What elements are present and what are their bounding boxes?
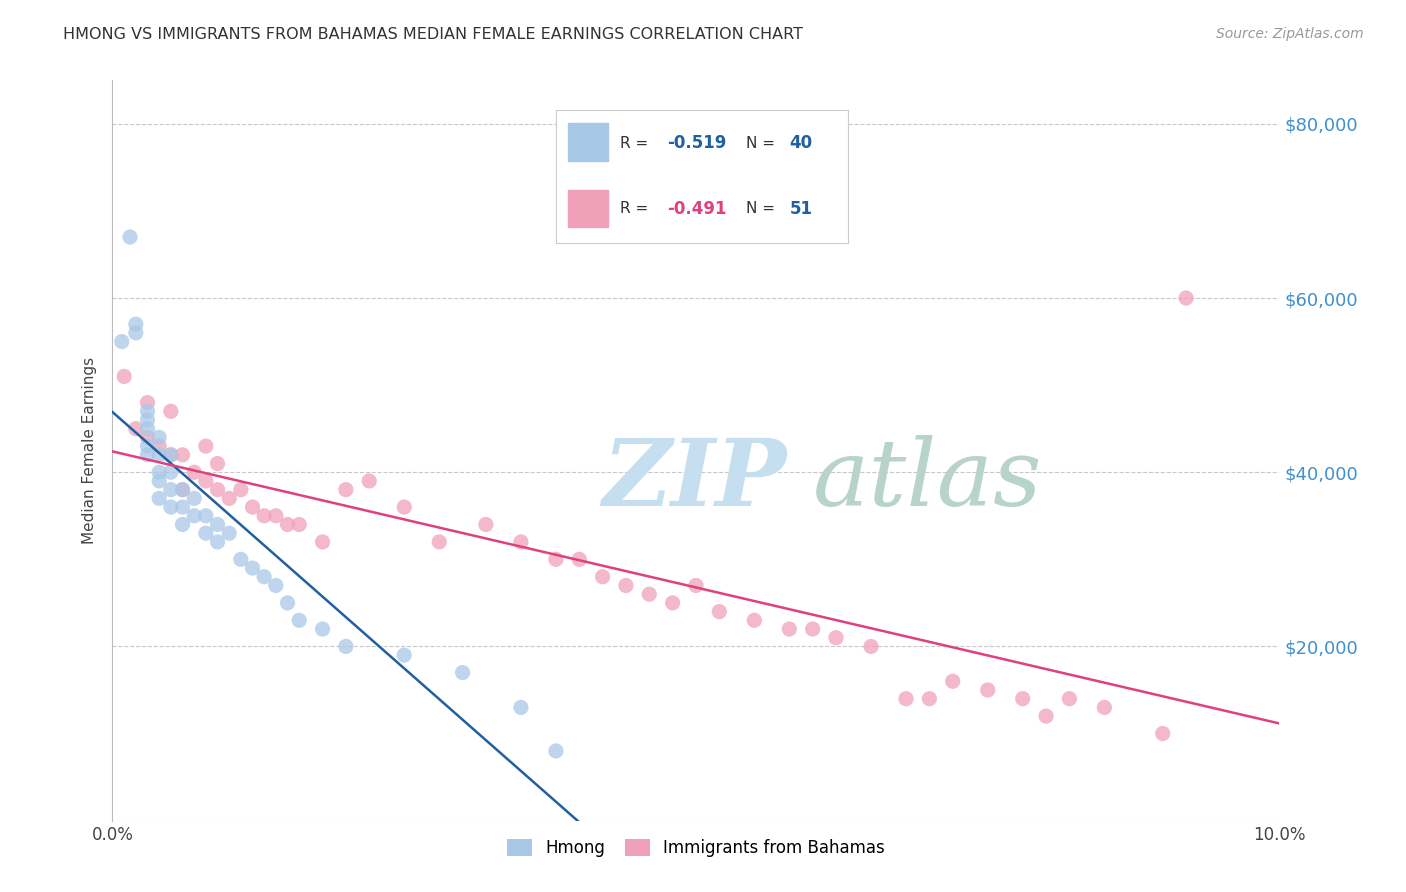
Point xyxy=(136,439,159,453)
Point xyxy=(172,517,194,532)
Point xyxy=(242,500,264,514)
Point xyxy=(148,491,170,506)
Point xyxy=(475,517,498,532)
Point xyxy=(160,465,183,479)
Point xyxy=(183,465,205,479)
Point xyxy=(207,535,229,549)
Point xyxy=(1035,709,1057,723)
Point xyxy=(264,508,287,523)
Point xyxy=(136,404,159,418)
Point xyxy=(638,587,661,601)
Point xyxy=(394,648,416,662)
Point xyxy=(207,457,229,471)
Point xyxy=(276,596,298,610)
Point xyxy=(709,605,731,619)
Point xyxy=(976,683,998,698)
Y-axis label: Median Female Earnings: Median Female Earnings xyxy=(82,357,97,544)
Text: ZIP: ZIP xyxy=(603,435,787,525)
Point xyxy=(253,570,276,584)
Point xyxy=(194,526,217,541)
Point xyxy=(172,448,194,462)
Point xyxy=(544,744,567,758)
Point xyxy=(136,448,159,462)
Point xyxy=(509,700,531,714)
Point xyxy=(509,535,531,549)
Point xyxy=(311,535,333,549)
Point xyxy=(148,430,170,444)
Point xyxy=(125,326,148,340)
Point xyxy=(194,508,217,523)
Point xyxy=(1059,691,1081,706)
Point xyxy=(118,230,141,244)
Point xyxy=(1011,691,1033,706)
Point xyxy=(544,552,567,566)
Point xyxy=(427,535,450,549)
Point xyxy=(148,465,170,479)
Point xyxy=(125,422,148,436)
Point xyxy=(172,483,194,497)
Point xyxy=(894,691,917,706)
Text: HMONG VS IMMIGRANTS FROM BAHAMAS MEDIAN FEMALE EARNINGS CORRELATION CHART: HMONG VS IMMIGRANTS FROM BAHAMAS MEDIAN … xyxy=(63,27,803,42)
Legend: Hmong, Immigrants from Bahamas: Hmong, Immigrants from Bahamas xyxy=(501,832,891,864)
Point xyxy=(136,430,159,444)
Point xyxy=(194,439,217,453)
Point xyxy=(125,317,148,331)
Point xyxy=(253,508,276,523)
Point xyxy=(160,448,183,462)
Point xyxy=(288,613,311,627)
Point xyxy=(614,578,637,592)
Point xyxy=(394,500,416,514)
Point xyxy=(335,640,357,654)
Point xyxy=(276,517,298,532)
Point xyxy=(136,395,159,409)
Point xyxy=(148,439,170,453)
Point xyxy=(160,448,183,462)
Point xyxy=(136,413,159,427)
Point xyxy=(359,474,381,488)
Point xyxy=(942,674,965,689)
Point xyxy=(183,491,205,506)
Point xyxy=(860,640,883,654)
Point xyxy=(172,483,194,497)
Point xyxy=(148,474,170,488)
Point xyxy=(778,622,800,636)
Point xyxy=(183,508,205,523)
Text: Source: ZipAtlas.com: Source: ZipAtlas.com xyxy=(1216,27,1364,41)
Point xyxy=(194,474,217,488)
Point xyxy=(112,369,135,384)
Point xyxy=(111,334,134,349)
Point xyxy=(242,561,264,575)
Point xyxy=(685,578,707,592)
Point xyxy=(825,631,848,645)
Point xyxy=(136,422,159,436)
Point xyxy=(218,526,240,541)
Point xyxy=(1175,291,1198,305)
Point xyxy=(160,500,183,514)
Point xyxy=(661,596,683,610)
Point xyxy=(568,552,591,566)
Text: atlas: atlas xyxy=(813,435,1042,525)
Point xyxy=(148,448,170,462)
Point xyxy=(218,491,240,506)
Point xyxy=(160,483,183,497)
Point xyxy=(1094,700,1116,714)
Point xyxy=(335,483,357,497)
Point xyxy=(1152,726,1174,740)
Point xyxy=(801,622,824,636)
Point xyxy=(451,665,474,680)
Point xyxy=(207,483,229,497)
Point xyxy=(918,691,941,706)
Point xyxy=(207,517,229,532)
Point xyxy=(311,622,333,636)
Point xyxy=(592,570,614,584)
Point xyxy=(229,552,252,566)
Point xyxy=(229,483,252,497)
Point xyxy=(288,517,311,532)
Point xyxy=(160,404,183,418)
Point xyxy=(742,613,765,627)
Point xyxy=(264,578,287,592)
Point xyxy=(172,500,194,514)
